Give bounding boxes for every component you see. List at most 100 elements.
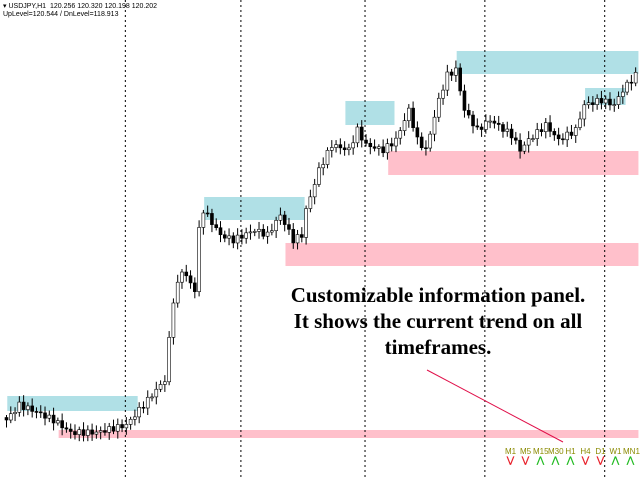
bear-candle (608, 98, 612, 106)
timeframe-label: H1 (565, 447, 576, 456)
bull-candle (454, 67, 458, 76)
bull-candle (278, 214, 283, 221)
bull-candle (304, 208, 308, 238)
bear-candle (368, 142, 373, 148)
ohlc-values: 120.256 120.320 120.198 120.202 (49, 3, 158, 10)
bear-candle (282, 214, 287, 225)
arrow-down-icon: ⋁ (506, 455, 515, 465)
arrow-up-icon: ⋀ (551, 455, 560, 465)
bear-candle (539, 129, 544, 132)
dropdown-triangle-icon[interactable]: ▾ (3, 3, 7, 10)
bull-candle (86, 429, 90, 436)
annotation-text: Customizable information panel. It shows… (238, 282, 638, 360)
bear-candle (552, 131, 557, 136)
bull-candle (633, 72, 638, 84)
arrow-down-icon: ⋁ (581, 455, 590, 465)
bull-candle (582, 104, 587, 120)
bear-candle (205, 212, 210, 215)
bear-candle (359, 126, 364, 141)
bear-candle (475, 125, 480, 128)
bear-candle (120, 424, 124, 429)
bull-candle (484, 120, 488, 130)
trend-item-m5: M5 ⋁ (518, 447, 533, 465)
bull-candle (398, 130, 403, 139)
bull-candle (248, 231, 253, 234)
bear-candle (419, 136, 424, 149)
bull-candle (163, 381, 167, 385)
chart-header: ▾ USDJPY,H1 120.256 120.320 120.198 120.… (3, 2, 157, 10)
bull-candle (535, 129, 540, 139)
bear-candle (389, 143, 394, 147)
resistance-zone (7, 396, 138, 411)
bull-candle (377, 146, 381, 149)
bear-candle (424, 147, 428, 150)
bear-candle (591, 102, 595, 105)
bear-candle (479, 126, 484, 130)
bear-candle (364, 139, 368, 144)
bull-candle (128, 418, 133, 425)
bull-candle (586, 102, 591, 106)
bull-candle (317, 167, 321, 185)
bear-candle (342, 147, 347, 151)
bull-candle (329, 147, 334, 151)
timeframe-label: M15 (533, 447, 549, 456)
bull-candle (145, 396, 150, 409)
bear-candle (509, 128, 514, 139)
bear-candle (218, 227, 223, 236)
bull-candle (351, 142, 355, 149)
bull-candle (347, 147, 351, 151)
trend-item-m30: M30 ⋀ (548, 447, 564, 465)
bull-candle (334, 144, 338, 148)
timeframe-label: MN1 (623, 447, 640, 456)
bull-candle (385, 143, 390, 154)
bull-candle (578, 118, 582, 128)
bull-candle (274, 220, 278, 231)
bull-candle (252, 231, 257, 233)
bull-candle (197, 227, 201, 292)
bull-candle (522, 144, 527, 152)
bull-candle (98, 430, 103, 433)
timeframe-label: M5 (519, 447, 532, 456)
bull-candle (312, 184, 317, 198)
bull-candle (56, 420, 60, 424)
levels-label: UpLevel=120.544 / DnLevel=118.913 (3, 11, 119, 18)
bull-candle (573, 127, 578, 136)
bear-candle (514, 137, 518, 141)
bull-candle (407, 107, 411, 121)
timeframe-label: W1 (609, 447, 622, 456)
arrow-up-icon: ⋀ (611, 455, 620, 465)
bull-candle (428, 133, 433, 149)
bear-candle (64, 427, 69, 430)
bear-candle (51, 414, 56, 424)
bear-candle (141, 406, 146, 409)
bull-candle (227, 235, 231, 239)
bull-candle (171, 302, 176, 338)
bull-candle (133, 416, 137, 420)
trend-item-mn1: MN1 ⋀ (623, 447, 640, 465)
bull-candle (445, 71, 450, 91)
resistance-zone (456, 51, 639, 74)
bull-candle (115, 424, 120, 432)
bear-candle (466, 110, 471, 116)
bear-candle (501, 124, 505, 132)
bull-candle (488, 120, 492, 123)
bear-candle (492, 120, 497, 124)
bull-candle (394, 137, 398, 147)
bull-candle (13, 412, 17, 415)
bear-candle (43, 412, 47, 419)
bull-candle (531, 138, 535, 140)
bear-candle (548, 122, 552, 132)
bull-candle (436, 97, 441, 118)
timeframe-label: M30 (548, 447, 564, 456)
bull-candle (295, 234, 300, 244)
bull-candle (77, 429, 82, 435)
bull-candle (235, 234, 240, 244)
bear-candle (90, 429, 94, 435)
bear-candle (111, 426, 116, 432)
support-zone (285, 243, 639, 266)
bear-candle (300, 234, 304, 238)
bull-candle (124, 424, 129, 429)
bear-candle (193, 282, 197, 292)
